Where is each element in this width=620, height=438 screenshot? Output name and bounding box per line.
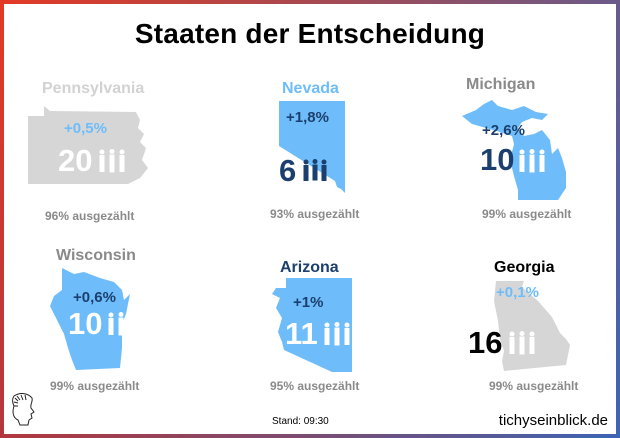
vote-change: +0,1% (496, 284, 539, 301)
head-profile-logo-icon (12, 393, 35, 426)
people-icon (519, 149, 545, 173)
counted-status: 93% ausgezählt (270, 207, 360, 221)
michigan-shape-icon (462, 100, 566, 200)
state-name: Pennsylvania (42, 80, 145, 97)
electoral-votes: 20 (58, 143, 93, 178)
electoral-votes: 16 (468, 325, 503, 360)
border-right (616, 0, 620, 438)
counted-status: 99% ausgezählt (489, 379, 579, 393)
electoral-votes: 10 (68, 306, 103, 341)
wisconsin-shape-icon (50, 268, 130, 370)
border-top (0, 0, 620, 4)
state-name: Nevada (282, 80, 339, 97)
nevada-shape-icon (279, 101, 345, 193)
border-left (0, 0, 4, 438)
border-bottom (0, 434, 620, 438)
counted-status: 99% ausgezählt (482, 207, 572, 221)
vote-change: +2,6% (482, 122, 525, 139)
people-icon (509, 331, 535, 355)
state-name: Georgia (494, 259, 555, 276)
electoral-votes: 6 (279, 153, 297, 188)
vote-change: +1,8% (286, 109, 329, 126)
vote-change: +0,5% (64, 120, 107, 137)
counted-status: 99% ausgezählt (50, 379, 140, 393)
page-title: Staaten der Entscheidung (134, 18, 486, 49)
vote-change: +0,6% (73, 289, 116, 306)
arizona-shape-icon (272, 278, 352, 372)
brand-domain: tichyseinblick.de (498, 412, 608, 429)
counted-status: 96% ausgezählt (45, 209, 135, 223)
electoral-votes: 10 (480, 142, 515, 177)
people-icon (108, 312, 134, 336)
pennsylvania-shape-icon (28, 106, 148, 184)
state-name: Michigan (466, 76, 536, 93)
timestamp: Stand: 09:30 (272, 416, 329, 427)
vote-change: +1% (293, 294, 324, 311)
people-icon (303, 159, 327, 181)
state-name: Wisconsin (56, 247, 136, 264)
electoral-votes: 11 (285, 316, 318, 351)
state-name: Arizona (280, 259, 339, 276)
people-icon (99, 149, 125, 173)
counted-status: 95% ausgezählt (270, 379, 360, 393)
people-icon (324, 322, 350, 346)
